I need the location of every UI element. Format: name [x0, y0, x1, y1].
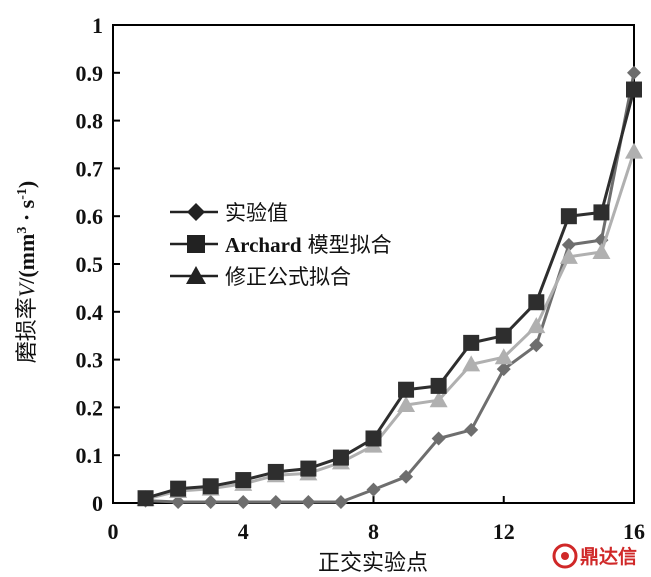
data-point-triangle [397, 396, 416, 413]
x-tick-label: 16 [623, 519, 645, 544]
y-tick-label: 0.6 [76, 204, 104, 229]
x-axis-title: 正交实验点 [318, 551, 428, 576]
data-point-diamond [561, 237, 576, 252]
data-point-triangle [527, 317, 546, 334]
watermark-text: 鼎达信 [580, 545, 637, 568]
y-tick-label: 0.7 [76, 156, 104, 181]
data-point-square [267, 463, 284, 480]
data-point-diamond [529, 338, 544, 353]
data-point-square [300, 460, 317, 477]
legend-item-archard: Archard 模型拟合 [170, 233, 392, 257]
data-point-square [626, 81, 642, 98]
series-layer [136, 65, 643, 510]
data-point-square [398, 381, 415, 398]
data-point-diamond [301, 495, 316, 510]
legend: 实验值 Archard 模型拟合 修正公式拟合 [170, 201, 392, 289]
data-point-triangle [494, 348, 513, 365]
logo-icon [552, 543, 578, 569]
y-tick-label: 0.8 [76, 109, 104, 134]
data-point-square [463, 334, 480, 351]
data-point-square [170, 480, 187, 497]
data-point-diamond [399, 469, 414, 484]
data-point-square [202, 478, 219, 495]
data-point-diamond [366, 482, 381, 497]
triangle-marker-icon [186, 266, 206, 284]
data-point-triangle [592, 243, 611, 260]
y-tick-label: 0.4 [76, 300, 104, 325]
x-tick-label: 8 [368, 519, 379, 544]
data-point-square [365, 430, 382, 447]
diamond-marker-icon [187, 203, 205, 221]
y-tick-label: 0.5 [76, 252, 104, 277]
data-point-diamond [627, 65, 641, 80]
y-axis-title: 磨损率V/(mm3 · s-1) [14, 181, 40, 363]
x-tick-label: 0 [108, 519, 119, 544]
series-line [145, 72, 636, 504]
square-marker-icon [187, 235, 205, 253]
data-point-square [430, 377, 447, 394]
legend-item-experiment: 实验值 [170, 201, 288, 225]
series-square [137, 81, 642, 507]
data-point-diamond [333, 495, 348, 510]
x-tick-label: 12 [493, 519, 515, 544]
data-point-triangle [462, 355, 481, 372]
data-point-triangle [429, 391, 448, 408]
legend-item-corrected: 修正公式拟合 [170, 265, 351, 289]
series-diamond [138, 65, 641, 510]
series-line [145, 151, 636, 501]
data-point-diamond [203, 495, 218, 510]
series-triangle [136, 142, 643, 507]
y-tick-label: 0.1 [76, 443, 104, 468]
data-point-square [137, 490, 154, 507]
y-tick-label: 0 [92, 491, 103, 516]
data-point-diamond [431, 431, 446, 446]
data-point-diamond [464, 422, 479, 437]
legend-label-archard: Archard 模型拟合 [225, 233, 392, 257]
axis-ticks: 0 0.1 0.2 0.3 0.4 0.5 0.6 0.7 0.8 0.9 1 0 4 8 12 16 [76, 13, 646, 544]
legend-label-experiment: 实验值 [225, 201, 288, 225]
data-point-diamond [171, 495, 186, 510]
data-point-square [495, 327, 512, 344]
data-point-square [560, 208, 577, 225]
data-point-triangle [625, 142, 643, 159]
watermark-logo: 鼎达信 [552, 543, 637, 569]
data-point-diamond [268, 495, 283, 510]
y-tick-label: 0.2 [76, 395, 104, 420]
data-point-square [593, 204, 610, 221]
y-tick-label: 1 [92, 13, 103, 38]
y-tick-label: 0.9 [76, 61, 104, 86]
data-point-diamond [236, 495, 251, 510]
data-point-square [235, 472, 252, 489]
data-point-diamond [496, 362, 511, 377]
x-tick-label: 4 [238, 519, 249, 544]
series-line [145, 89, 636, 500]
data-point-triangle [559, 247, 578, 264]
data-point-square [528, 294, 545, 311]
y-tick-label: 0.3 [76, 348, 104, 373]
data-point-square [332, 449, 349, 466]
legend-label-corrected: 修正公式拟合 [225, 265, 351, 289]
